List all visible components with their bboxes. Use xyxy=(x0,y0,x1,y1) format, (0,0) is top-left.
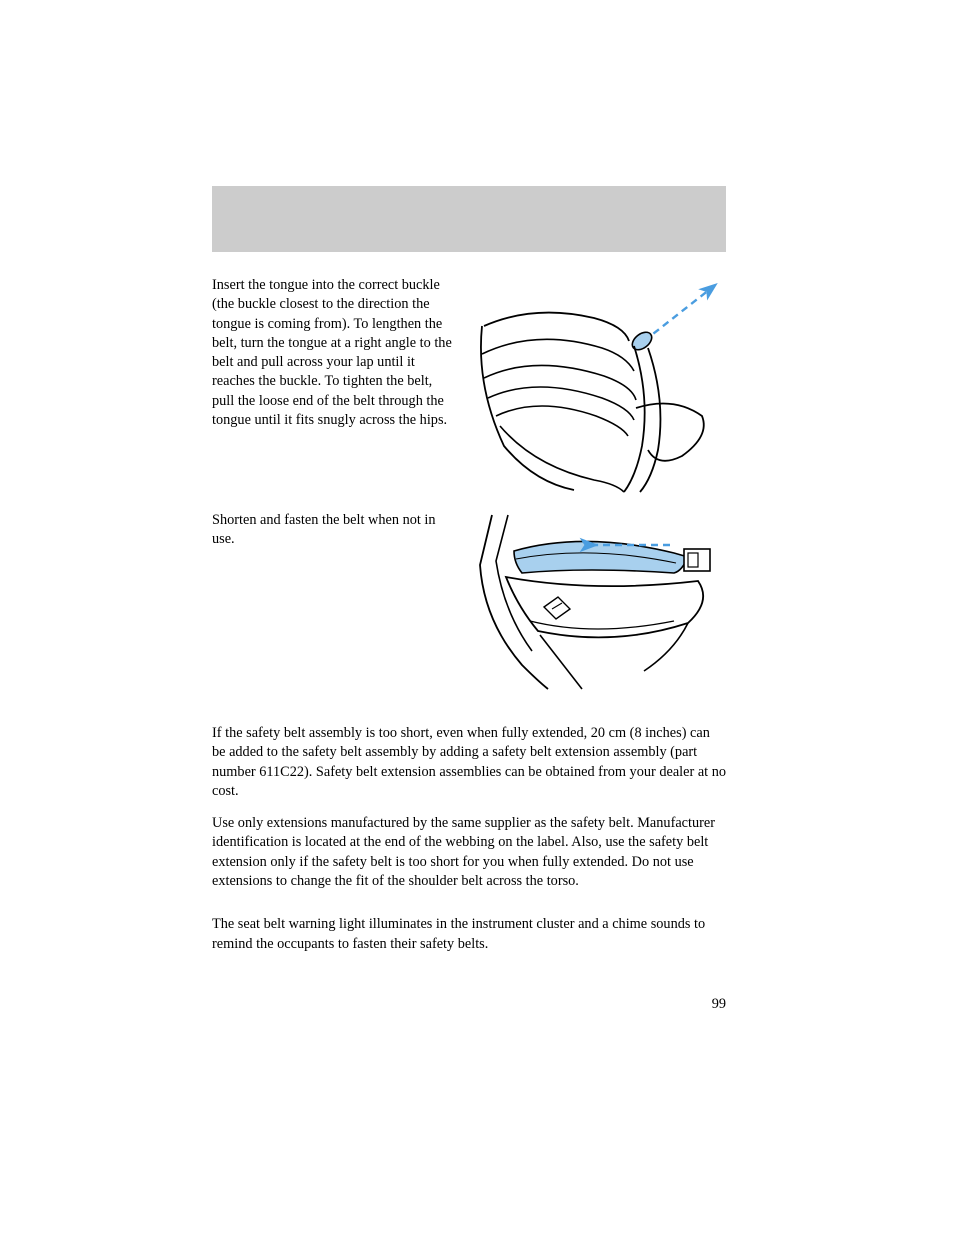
row-insert-tongue: Insert the tongue into the correct buckl… xyxy=(212,276,726,499)
section-extension: If the safety belt assembly is too short… xyxy=(212,724,726,891)
paragraph-extension-info: If the safety belt assembly is too short… xyxy=(212,724,726,801)
diagram-lengthen-belt xyxy=(474,276,726,499)
seat-belt-shorten-svg xyxy=(474,511,726,691)
section-warning-light: The seat belt warning light illuminates … xyxy=(212,915,726,954)
page-number: 99 xyxy=(712,996,726,1013)
diagram-shorten-belt xyxy=(474,511,726,696)
header-bar xyxy=(212,186,726,252)
row-shorten-belt: Shorten and fasten the belt when not in … xyxy=(212,511,726,696)
paragraph-extension-warning: Use only extensions manufactured by the … xyxy=(212,814,726,891)
paragraph-shorten-belt: Shorten and fasten the belt when not in … xyxy=(212,511,456,696)
paragraph-insert-tongue: Insert the tongue into the correct buckl… xyxy=(212,276,456,499)
page-content: Insert the tongue into the correct buckl… xyxy=(212,186,726,967)
seat-belt-lengthen-svg xyxy=(474,276,726,494)
paragraph-warning-light: The seat belt warning light illuminates … xyxy=(212,915,726,954)
